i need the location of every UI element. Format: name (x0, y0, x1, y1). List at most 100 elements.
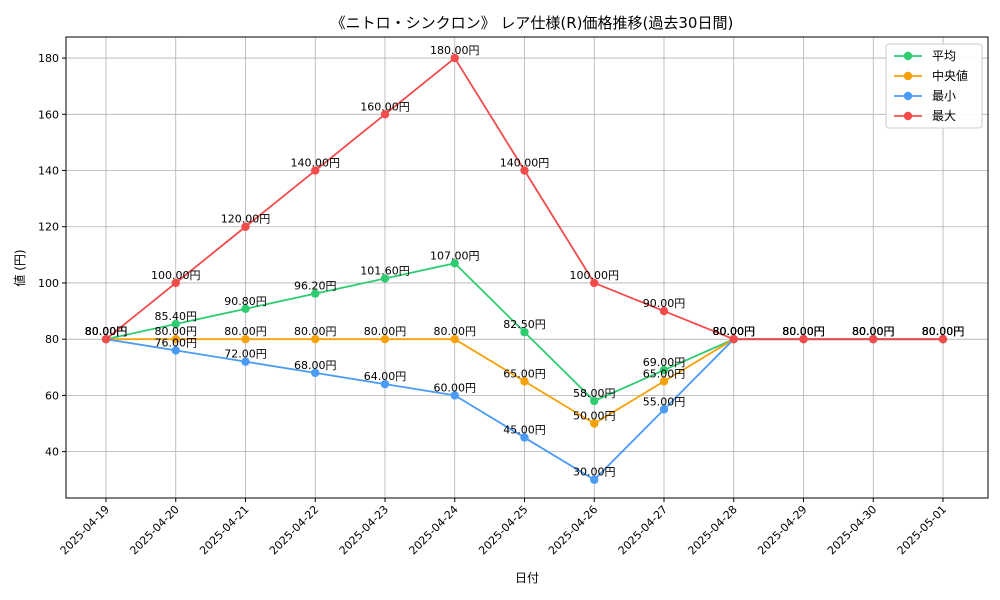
data-label: 80.00円 (782, 325, 825, 338)
x-tick-label: 2025-04-23 (337, 503, 391, 557)
data-label: 80.00円 (224, 325, 267, 338)
data-point (241, 334, 250, 344)
legend-marker (903, 71, 913, 81)
legend-box (885, 43, 983, 129)
data-label: 80.00円 (713, 325, 756, 338)
data-point (590, 475, 599, 484)
data-label: 140.00円 (291, 157, 341, 170)
data-point (659, 405, 669, 414)
data-point (311, 289, 320, 298)
data-label: 80.00円 (922, 325, 965, 338)
legend-label: 最小 (932, 89, 956, 103)
data-label: 80.00円 (434, 325, 477, 338)
y-tick-label: 160 (38, 108, 59, 121)
x-tick-label: 2025-05-01 (895, 503, 949, 557)
legend-marker (903, 91, 913, 101)
data-label: 69.00円 (643, 356, 686, 369)
x-tick-label: 2025-04-27 (616, 503, 670, 557)
data-label: 80.00円 (364, 325, 407, 338)
data-point (520, 377, 529, 386)
data-label: 80.00円 (852, 325, 895, 338)
data-point (659, 306, 669, 316)
data-label: 64.00円 (364, 370, 407, 383)
data-point (869, 334, 878, 344)
legend-label: 中央値 (932, 68, 968, 83)
data-label: 100.00円 (151, 269, 201, 282)
data-point (380, 379, 390, 389)
x-tick-label: 2025-04-26 (546, 503, 600, 557)
x-tick-label: 2025-04-25 (476, 503, 530, 557)
data-point (311, 166, 320, 175)
data-point (380, 274, 390, 283)
y-tick-label: 140 (38, 165, 59, 178)
legend-marker (903, 111, 913, 121)
data-label: 80.00円 (922, 325, 965, 338)
data-point (450, 53, 459, 63)
data-label: 80.00円 (782, 325, 825, 338)
data-point (380, 334, 390, 344)
y-axis-label: 値 (円) (12, 249, 27, 286)
data-point (799, 334, 808, 344)
data-label: 80.00円 (922, 325, 965, 338)
data-point (520, 433, 529, 442)
x-tick-label: 2025-04-20 (127, 503, 181, 557)
x-tick-label: 2025-04-28 (685, 503, 739, 557)
data-label: 45.00円 (503, 424, 546, 437)
x-tick-label: 2025-04-19 (58, 503, 112, 557)
data-point (659, 365, 669, 375)
x-tick-label: 2025-04-22 (267, 503, 321, 557)
data-point (450, 334, 459, 344)
data-label: 55.00円 (643, 395, 686, 408)
data-point (520, 327, 529, 337)
data-point (171, 278, 180, 288)
data-point (311, 334, 320, 344)
data-point (171, 319, 180, 329)
data-label: 82.50円 (503, 318, 546, 331)
data-label: 101.60円 (360, 264, 410, 277)
plot-frame (65, 36, 989, 499)
data-label: 58.00円 (573, 387, 616, 400)
data-label: 80.00円 (852, 325, 895, 338)
y-tick-label: 40 (45, 446, 59, 459)
data-label: 80.00円 (85, 325, 128, 338)
legend-label: 平均 (932, 49, 956, 63)
data-point (729, 334, 738, 344)
data-label: 50.00円 (573, 410, 616, 423)
data-point (450, 259, 459, 268)
data-label: 80.00円 (782, 325, 825, 338)
axis-ticks: 2025-04-19 2025-04-20 2025-04-21 2025-04-22… (38, 52, 949, 557)
data-label: 80.00円 (713, 325, 756, 338)
data-label: 80.00円 (85, 325, 128, 338)
data-point (101, 334, 111, 344)
data-label: 90.80円 (224, 295, 267, 308)
data-label: 80.00円 (852, 325, 895, 338)
legend-marker (903, 51, 913, 61)
data-label: 68.00円 (294, 359, 337, 372)
data-point (520, 166, 529, 175)
data-label: 72.00円 (224, 348, 267, 361)
data-label: 180.00円 (430, 44, 480, 57)
data-labels: 80.00円 85.40円 90.80円 96.20円 101.60円 107.00円 82… (85, 44, 965, 479)
y-tick-label: 120 (38, 221, 59, 234)
data-point (241, 304, 250, 314)
data-label: 80.00円 (852, 325, 895, 338)
x-tick-label: 2025-04-30 (825, 503, 879, 557)
data-label: 160.00円 (360, 100, 410, 113)
chart-title: 《ニトロ・シンクロン》 レア仕様(R)価格推移(過去30日間) (331, 14, 734, 32)
data-label: 80.00円 (782, 325, 825, 338)
data-point (590, 278, 599, 288)
y-tick-label: 100 (38, 277, 59, 290)
data-label: 85.40円 (155, 310, 198, 323)
y-tick-label: 60 (45, 389, 59, 402)
data-label: 76.00円 (155, 336, 198, 349)
x-axis-label: 日付 (515, 571, 539, 585)
data-label: 80.00円 (155, 325, 198, 338)
data-point (659, 377, 669, 386)
data-label: 65.00円 (503, 367, 546, 380)
data-point (590, 419, 599, 428)
grid (66, 37, 988, 498)
series-layer (101, 53, 948, 484)
data-label: 80.00円 (713, 325, 756, 338)
data-label: 80.00円 (922, 325, 965, 338)
